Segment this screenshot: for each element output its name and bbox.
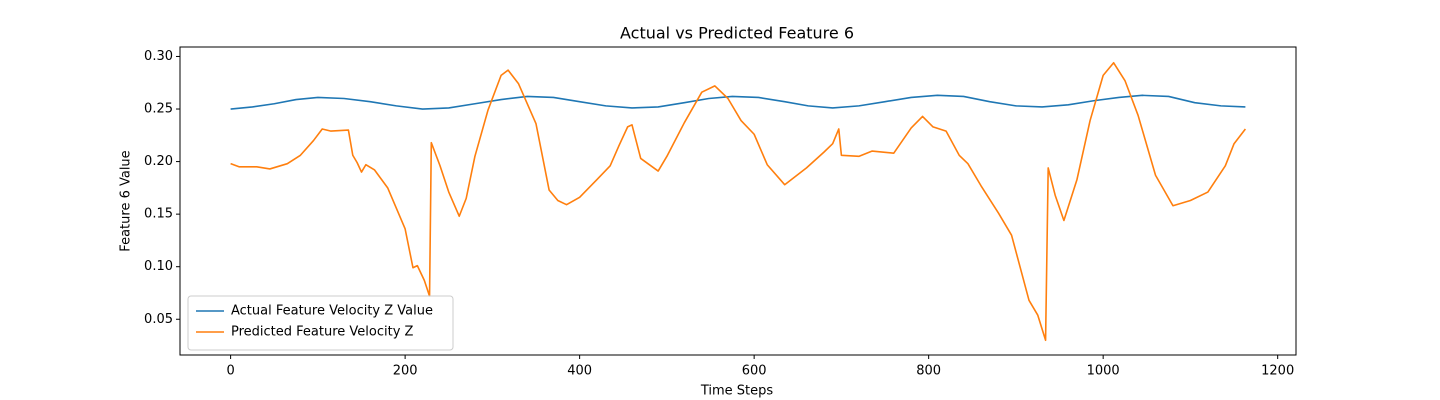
data-line (230, 94, 1246, 110)
y-tick-label: 0.15 (144, 207, 173, 222)
y-tick-label: 0.25 (144, 102, 173, 117)
x-tick-label: 1000 (1087, 364, 1120, 379)
legend-label: Actual Feature Velocity Z Value (231, 304, 433, 319)
y-tick-label: 0.10 (144, 259, 173, 274)
x-tick-label: 400 (567, 364, 592, 379)
plot-frame (179, 46, 1297, 356)
x-tick-label: 200 (393, 364, 418, 379)
legend-box (187, 295, 454, 351)
y-tick-label: 0.30 (144, 49, 173, 64)
x-axis-label: Time Steps (700, 384, 774, 399)
x-tick-label: 600 (742, 364, 767, 379)
y-axis-label: Feature 6 Value (119, 150, 134, 251)
y-tick-label: 0.20 (144, 154, 173, 169)
legend-label: Predicted Feature Velocity Z (231, 325, 414, 340)
data-line (230, 61, 1247, 342)
x-tick-label: 800 (916, 364, 941, 379)
x-tick-label: 0 (226, 364, 234, 379)
x-tick-label: 1200 (1261, 364, 1294, 379)
y-tick-label: 0.05 (144, 312, 173, 327)
chart-title: Actual vs Predicted Feature 6 (620, 24, 854, 43)
